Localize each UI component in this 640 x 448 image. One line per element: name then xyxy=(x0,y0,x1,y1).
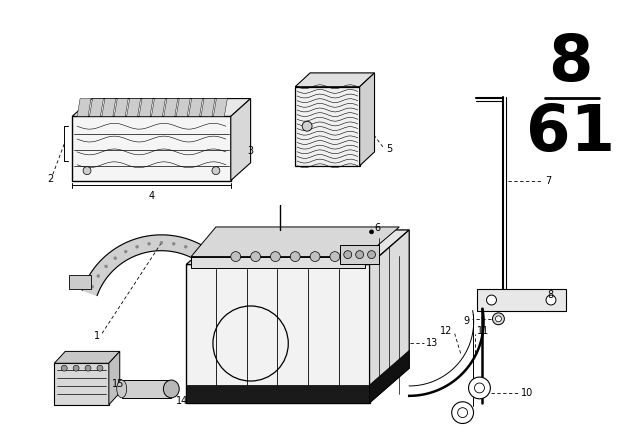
Polygon shape xyxy=(360,73,374,166)
Text: 61: 61 xyxy=(526,102,615,164)
Text: 8: 8 xyxy=(547,290,553,300)
Bar xyxy=(295,87,360,166)
Text: 15: 15 xyxy=(112,379,124,389)
Circle shape xyxy=(458,408,468,418)
Circle shape xyxy=(344,251,352,258)
Circle shape xyxy=(61,365,67,371)
Circle shape xyxy=(291,252,300,262)
Circle shape xyxy=(215,265,218,268)
Polygon shape xyxy=(72,99,251,116)
Circle shape xyxy=(356,251,364,258)
Bar xyxy=(54,363,109,405)
Text: 7: 7 xyxy=(545,176,551,185)
Polygon shape xyxy=(213,99,227,116)
Bar xyxy=(69,275,91,289)
Bar xyxy=(191,257,365,268)
Ellipse shape xyxy=(116,380,127,398)
Circle shape xyxy=(83,167,91,175)
Circle shape xyxy=(104,265,108,268)
Text: 14: 14 xyxy=(176,396,189,406)
Circle shape xyxy=(367,251,376,258)
Circle shape xyxy=(452,402,474,423)
Circle shape xyxy=(172,242,175,245)
Bar xyxy=(340,245,380,264)
Circle shape xyxy=(73,365,79,371)
Text: 10: 10 xyxy=(521,388,533,398)
Circle shape xyxy=(124,250,127,253)
Text: 12: 12 xyxy=(440,326,452,336)
Polygon shape xyxy=(90,99,104,116)
Circle shape xyxy=(231,252,241,262)
Polygon shape xyxy=(191,227,399,257)
Circle shape xyxy=(369,230,374,234)
Text: 3: 3 xyxy=(248,146,253,156)
Text: 13: 13 xyxy=(426,339,438,349)
Circle shape xyxy=(493,313,504,325)
Polygon shape xyxy=(127,99,141,116)
Bar xyxy=(186,264,369,403)
Text: 8: 8 xyxy=(548,31,593,94)
Polygon shape xyxy=(231,99,251,181)
Ellipse shape xyxy=(163,380,179,398)
Circle shape xyxy=(85,365,91,371)
Circle shape xyxy=(229,285,232,288)
Polygon shape xyxy=(54,351,120,363)
Polygon shape xyxy=(102,99,116,116)
Text: 9: 9 xyxy=(463,316,470,326)
Text: 6: 6 xyxy=(374,223,381,233)
Polygon shape xyxy=(201,99,215,116)
Polygon shape xyxy=(152,99,165,116)
Polygon shape xyxy=(139,99,153,116)
Circle shape xyxy=(97,365,103,371)
Circle shape xyxy=(223,275,226,277)
Circle shape xyxy=(546,295,556,305)
Circle shape xyxy=(330,252,340,262)
Circle shape xyxy=(97,275,100,277)
Circle shape xyxy=(196,250,198,253)
Circle shape xyxy=(160,241,163,244)
Polygon shape xyxy=(369,350,409,403)
Circle shape xyxy=(474,383,484,393)
Circle shape xyxy=(302,121,312,131)
Circle shape xyxy=(310,252,320,262)
Polygon shape xyxy=(82,235,241,296)
Polygon shape xyxy=(164,99,178,116)
Polygon shape xyxy=(115,99,128,116)
Circle shape xyxy=(271,252,280,262)
Circle shape xyxy=(136,245,139,248)
Circle shape xyxy=(206,257,209,260)
Bar xyxy=(72,116,231,181)
Circle shape xyxy=(184,245,187,248)
Bar xyxy=(122,380,172,398)
Text: 4: 4 xyxy=(148,191,154,201)
Text: 2: 2 xyxy=(47,173,54,184)
Circle shape xyxy=(495,316,501,322)
Polygon shape xyxy=(186,230,409,264)
Polygon shape xyxy=(189,99,202,116)
Bar xyxy=(186,385,369,403)
Circle shape xyxy=(212,167,220,175)
Circle shape xyxy=(91,285,93,288)
Circle shape xyxy=(148,242,150,245)
Circle shape xyxy=(114,257,116,260)
Circle shape xyxy=(251,252,260,262)
Polygon shape xyxy=(77,99,91,116)
Bar xyxy=(477,289,566,311)
Text: 5: 5 xyxy=(387,144,393,154)
Polygon shape xyxy=(295,73,374,87)
Text: 11: 11 xyxy=(477,326,489,336)
Circle shape xyxy=(486,295,497,305)
Text: 1: 1 xyxy=(94,331,100,340)
Polygon shape xyxy=(176,99,190,116)
Circle shape xyxy=(232,292,239,298)
Polygon shape xyxy=(369,230,409,403)
Polygon shape xyxy=(109,351,120,405)
Circle shape xyxy=(228,288,243,302)
Circle shape xyxy=(468,377,490,399)
